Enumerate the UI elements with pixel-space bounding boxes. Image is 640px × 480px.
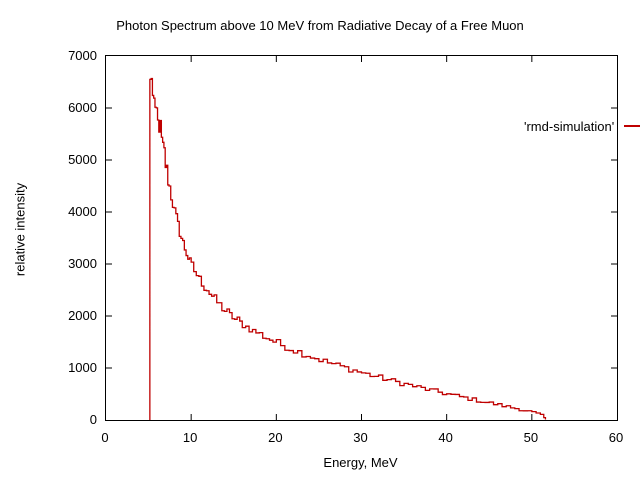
y-tick-label: 2000 (68, 308, 97, 323)
x-tick-label: 50 (523, 430, 539, 445)
chart-title: Photon Spectrum above 10 MeV from Radiat… (116, 18, 524, 33)
y-tick-label: 7000 (68, 48, 97, 63)
y-tick-label: 6000 (68, 100, 97, 115)
x-tick-label: 60 (608, 430, 624, 445)
y-tick-label: 0 (89, 412, 97, 427)
x-tick-label: 30 (353, 430, 368, 445)
axis-ticks (106, 56, 617, 420)
x-tick-label: 10 (182, 430, 198, 445)
legend-entry-label: 'rmd-simulation' (524, 118, 615, 134)
y-tick-label: 4000 (68, 204, 97, 219)
x-axis-label: Energy, MeV (323, 455, 398, 470)
x-tick-label: 0 (101, 430, 109, 445)
data-series-line (149, 77, 547, 420)
y-tick-label: 3000 (68, 256, 97, 271)
x-tick-label: 40 (438, 430, 453, 445)
y-axis-tick-labels: 0 1000 2000 3000 4000 5000 6000 7000 (30, 0, 97, 480)
plot-svg (106, 56, 617, 420)
y-tick-label: 1000 (68, 360, 97, 375)
legend: 'rmd-simulation' (524, 116, 640, 136)
data-series-group (149, 77, 547, 420)
plot-area: 'rmd-simulation' (105, 55, 640, 421)
y-tick-label: 5000 (68, 152, 97, 167)
x-tick-label: 20 (268, 430, 283, 445)
legend-line-sample (624, 125, 640, 127)
